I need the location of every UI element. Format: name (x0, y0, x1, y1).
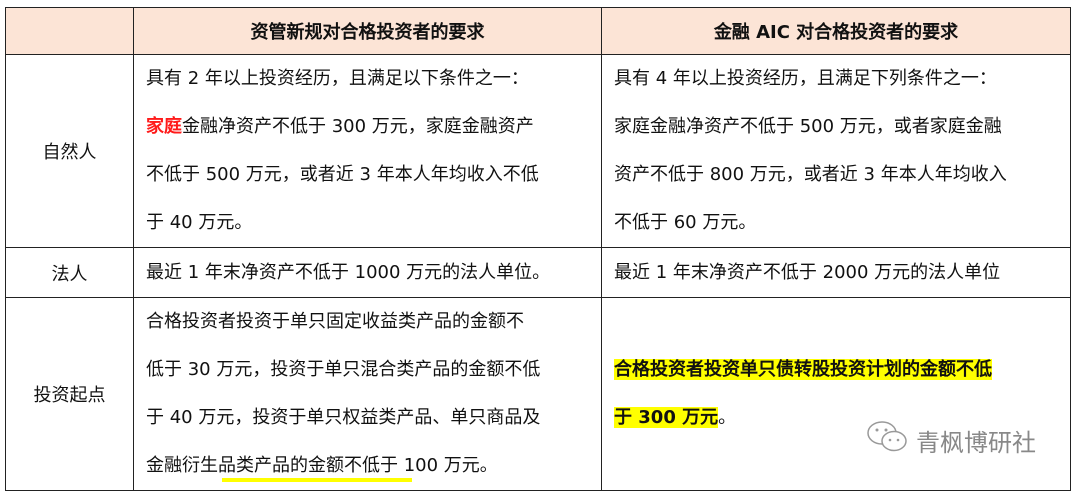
cell-line: 最近 1 年末净资产不低于 1000 万元的法人单位。 (146, 261, 551, 283)
cell-line: 合格投资者投资于单只固定收益类产品的金额不 (146, 311, 524, 332)
table-row: 投资起点 合格投资者投资于单只固定收益类产品的金额不 低于 30 万元，投资于单… (5, 297, 1071, 491)
highlighted-text: 合格投资者投资单只债转股投资计划的金额不低 (614, 359, 992, 380)
cell: 合格投资者投资于单只固定收益类产品的金额不 低于 30 万元，投资于单只混合类产… (133, 297, 602, 491)
header-aic: 金融 AIC 对合格投资者的要求 (601, 7, 1071, 55)
cell-line: 于 300 万元。 (614, 394, 1060, 442)
cell: 合格投资者投资单只债转股投资计划的金额不低 于 300 万元。 (601, 297, 1071, 491)
cell-line: 具有 2 年以上投资经历，且满足以下条件之一： (146, 68, 529, 89)
highlighted-text: 于 300 万元 (614, 407, 719, 428)
row-label: 法人 (5, 247, 134, 298)
watermark-text: 青枫博研社 (916, 428, 1036, 457)
cell-line: 家庭金融净资产不低于 500 万元，或者家庭金融 (614, 116, 1002, 137)
cell: 最近 1 年末净资产不低于 1000 万元的法人单位。 (133, 247, 602, 298)
cell-line: 具有 4 年以上投资经历，且满足下列条件之一： (614, 68, 997, 89)
header-row: 资管新规对合格投资者的要求 金融 AIC 对合格投资者的要求 (5, 7, 1071, 55)
cell-line: 家庭金融净资产不低于 300 万元，家庭金融资产 (146, 103, 591, 151)
wechat-icon (866, 420, 910, 460)
cell: 具有 4 年以上投资经历，且满足下列条件之一： 家庭金融净资产不低于 500 万… (601, 54, 1071, 248)
cell-text: 。 (718, 407, 737, 428)
header-asset-management: 资管新规对合格投资者的要求 (133, 7, 602, 55)
watermark: 青枫博研社 (866, 420, 1036, 460)
header-empty (5, 7, 134, 55)
cell-text: 金融净资产不低于 300 万元，家庭金融资产 (182, 116, 534, 137)
emphasis-text: 家庭 (146, 116, 182, 137)
cell-line: 低于 30 万元，投资于单只混合类产品的金额不低 (146, 359, 541, 380)
table-row: 自然人 具有 2 年以上投资经历，且满足以下条件之一： 家庭金融净资产不低于 3… (5, 54, 1071, 248)
cell-line: 金融衍生品类产品的金额不低于 100 万元。 (146, 455, 498, 476)
cell-line: 于 40 万元，投资于单只权益类产品、单只商品及 (146, 407, 541, 428)
table-row: 法人 最近 1 年末净资产不低于 1000 万元的法人单位。 最近 1 年末净资… (5, 247, 1071, 298)
cell-line: 不低于 500 万元，或者近 3 年本人年均收入不低 (146, 164, 539, 185)
comparison-table: 资管新规对合格投资者的要求 金融 AIC 对合格投资者的要求 自然人 具有 2 … (5, 7, 1071, 491)
cell: 最近 1 年末净资产不低于 2000 万元的法人单位 (601, 247, 1071, 298)
cell-line: 合格投资者投资单只债转股投资计划的金额不低 (614, 346, 1060, 394)
row-label: 投资起点 (5, 297, 134, 491)
cell-line: 资产不低于 800 万元，或者近 3 年本人年均收入 (614, 164, 1007, 185)
row-label: 自然人 (5, 54, 134, 248)
highlight-fragment (222, 478, 412, 482)
cell: 具有 2 年以上投资经历，且满足以下条件之一： 家庭金融净资产不低于 300 万… (133, 54, 602, 248)
cell-line: 最近 1 年末净资产不低于 2000 万元的法人单位 (614, 261, 1001, 283)
cell-line: 于 40 万元。 (146, 212, 253, 233)
cell-line: 不低于 60 万元。 (614, 212, 757, 233)
